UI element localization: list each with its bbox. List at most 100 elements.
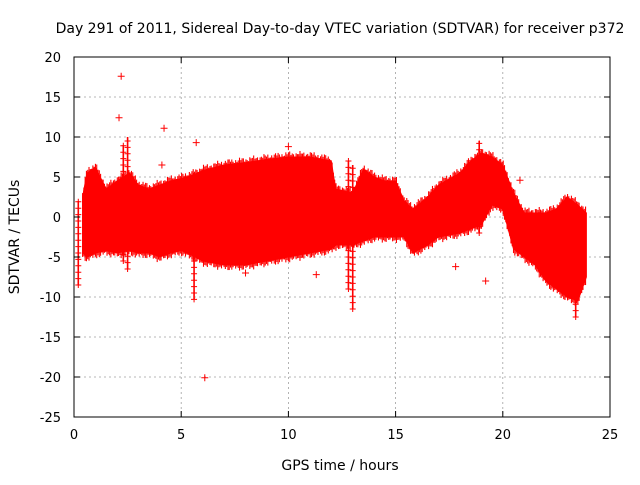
sdtvar-spike-marker <box>124 208 131 215</box>
sdtvar-spike-marker <box>345 241 352 248</box>
plot-frame <box>73 56 611 418</box>
sdtvar-spike-marker <box>191 174 198 181</box>
sdtvar-spike-marker <box>349 306 356 312</box>
sdtvar-outlier-point <box>516 176 524 184</box>
sdtvar-spike-marker <box>124 221 131 228</box>
y-tick-label: -25 <box>40 411 61 426</box>
x-tick-label: 5 <box>177 428 185 443</box>
sdtvar-spike-marker <box>345 170 352 177</box>
sdtvar-spike-marker <box>345 202 352 209</box>
sdtvar-spike-marker <box>191 226 198 232</box>
sdtvar-spike-marker <box>120 206 127 213</box>
sdtvar-spike-marker <box>345 254 352 260</box>
sdtvar-spike-marker <box>345 266 352 273</box>
sdtvar-outlier-point <box>117 72 125 80</box>
sdtvar-spike-marker <box>476 198 483 204</box>
data-layer <box>75 72 587 382</box>
sdtvar-spike-marker <box>345 215 352 222</box>
sdtvar-spike-marker <box>120 232 127 239</box>
sdtvar-spike-marker <box>349 165 356 172</box>
sdtvar-spike-marker <box>349 210 356 216</box>
sdtvar-spike-marker <box>572 294 579 301</box>
sdtvar-spike-marker <box>75 262 82 269</box>
sdtvar-spike-marker <box>345 286 352 292</box>
x-axis-title: GPS time / hours <box>281 458 398 474</box>
sdtvar-spike-marker <box>75 198 82 205</box>
sdtvar-spike-marker <box>572 250 579 256</box>
sdtvar-spike-marker <box>345 228 352 235</box>
sdtvar-spike-marker <box>191 213 198 220</box>
sdtvar-spike-marker <box>476 146 483 153</box>
sdtvar-spike-marker <box>124 240 131 247</box>
sdtvar-spike-marker <box>124 214 131 221</box>
sdtvar-spike-marker <box>476 185 483 192</box>
sdtvar-spike-marker <box>476 140 483 147</box>
sdtvar-spike-marker <box>120 194 127 200</box>
sdtvar-outlier-point <box>452 263 460 271</box>
sdtvar-spike-marker <box>124 163 131 170</box>
sdtvar-spike-marker <box>124 202 131 208</box>
sdtvar-spike-marker <box>191 206 198 213</box>
sdtvar-outlier-point <box>160 124 168 132</box>
y-axis-title: SDTVAR / TECUs <box>7 180 23 295</box>
sdtvar-spike-marker <box>349 178 356 184</box>
sdtvar-outlier-point <box>242 269 250 277</box>
sdtvar-spike-marker <box>349 261 356 268</box>
sdtvar-spike-marker <box>572 301 579 308</box>
tick-layer: 0 5 10 15 20 25 -25 -20 -15 -10 -5 0 5 10 15 20 <box>40 51 619 443</box>
sdtvar-spike-marker <box>75 275 82 282</box>
sdtvar-spike-marker <box>349 299 356 306</box>
sdtvar-outlier-point <box>192 139 200 147</box>
sdtvar-spike-marker <box>349 229 356 236</box>
sdtvar-spike-marker <box>124 150 131 157</box>
sdtvar-spike-marker <box>349 274 356 280</box>
sdtvar-spike-marker <box>349 254 356 261</box>
sdtvar-spike-marker <box>120 155 127 162</box>
sdtvar-spike-marker <box>476 217 483 224</box>
sdtvar-spike-marker <box>345 234 352 241</box>
sdtvar-spike-marker <box>345 260 352 267</box>
sdtvar-spike-marker <box>476 210 483 217</box>
sdtvar-spike-marker <box>345 279 352 286</box>
sdtvar-spike-marker <box>124 144 131 151</box>
sdtvar-spike-marker <box>349 235 356 242</box>
y-tick-label: 15 <box>44 91 61 106</box>
sdtvar-spike-marker <box>124 195 131 202</box>
sdtvar-spike-marker <box>476 172 483 179</box>
sdtvar-spike-marker <box>349 197 356 204</box>
sdtvar-spike-marker <box>120 258 127 264</box>
sdtvar-spike-marker <box>345 183 352 190</box>
sdtvar-spike-marker <box>476 230 483 236</box>
sdtvar-spike-marker <box>345 177 352 184</box>
y-tick-label: -20 <box>40 371 61 386</box>
x-tick-label: 0 <box>70 428 78 443</box>
sdtvar-outlier-point <box>535 211 543 219</box>
sdtvar-spike-marker <box>75 230 82 237</box>
sdtvar-spike-marker <box>75 237 82 244</box>
sdtvar-spike-marker <box>124 246 131 253</box>
sdtvar-spike-marker <box>572 275 579 282</box>
sdtvar-spike-marker <box>124 138 131 144</box>
sdtvar-spike-marker <box>349 222 356 229</box>
sdtvar-spike-marker <box>124 189 131 196</box>
sdtvar-spike-marker <box>75 250 82 256</box>
sdtvar-spike-marker <box>572 314 579 320</box>
sdtvar-outlier-point <box>158 161 166 169</box>
sdtvar-spike-marker <box>191 238 198 245</box>
sdtvar-spike-marker <box>120 142 127 149</box>
sdtvar-spike-marker <box>345 209 352 216</box>
y-tick-label: -5 <box>48 251 61 266</box>
sdtvar-spike-marker <box>124 259 131 266</box>
sdtvar-spike-marker <box>191 181 198 188</box>
sdtvar-spike-marker <box>191 264 198 271</box>
sdtvar-spike-marker <box>75 243 82 250</box>
sdtvar-spike-marker <box>572 282 579 288</box>
sdtvar-spike-marker <box>572 256 579 263</box>
sdtvar-spike-marker <box>349 248 356 255</box>
sdtvar-spike-marker <box>191 200 198 207</box>
sdtvar-spike-marker <box>120 162 127 168</box>
sdtvar-spike-marker <box>476 178 483 185</box>
x-tick-label: 25 <box>602 428 619 443</box>
